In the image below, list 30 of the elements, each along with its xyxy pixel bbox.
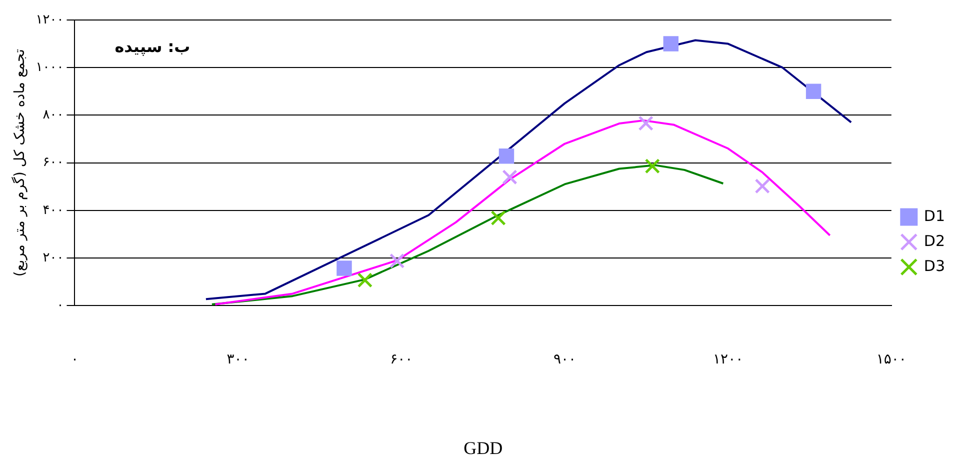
y-tick-label: ۰ [56, 298, 64, 313]
x-tick-label: ۱۵۰۰ [876, 352, 906, 368]
point [502, 169, 518, 185]
y-axis-title: تجمع ماده خشک کل (گرم بر متر مربع) [11, 48, 28, 277]
legend-label: D3 [924, 256, 945, 275]
y-tick-label: ۱۰۰۰ [36, 60, 64, 75]
point [754, 178, 770, 194]
point [638, 116, 654, 131]
point [357, 272, 373, 288]
y-tick-label: ۶۰۰ [42, 155, 64, 170]
point [336, 260, 352, 276]
x-tick-label: ۹۰۰ [553, 352, 576, 368]
x-tick-label: ۰ [70, 352, 78, 368]
x-tick-label: ۶۰۰ [390, 352, 413, 368]
x-axis-title: GDD [464, 438, 503, 458]
y-tick-label: ۴۰۰ [42, 202, 64, 218]
point [490, 210, 506, 226]
point [498, 148, 514, 164]
y-tick-label: ۲۰۰ [42, 250, 64, 266]
legend-label: D1 [924, 206, 945, 225]
annotation: ب: سپیده [114, 37, 190, 56]
point [806, 84, 822, 100]
x-tick-label: ۱۲۰۰ [713, 352, 744, 368]
point [663, 36, 679, 52]
point [389, 253, 405, 268]
legend-label: D2 [924, 232, 945, 250]
point [644, 158, 660, 174]
y-tick-label: ۱۲۰۰ [36, 12, 64, 28]
y-tick-label: ۸۰۰ [42, 108, 64, 123]
x-tick-label: ۳۰۰ [226, 352, 250, 368]
